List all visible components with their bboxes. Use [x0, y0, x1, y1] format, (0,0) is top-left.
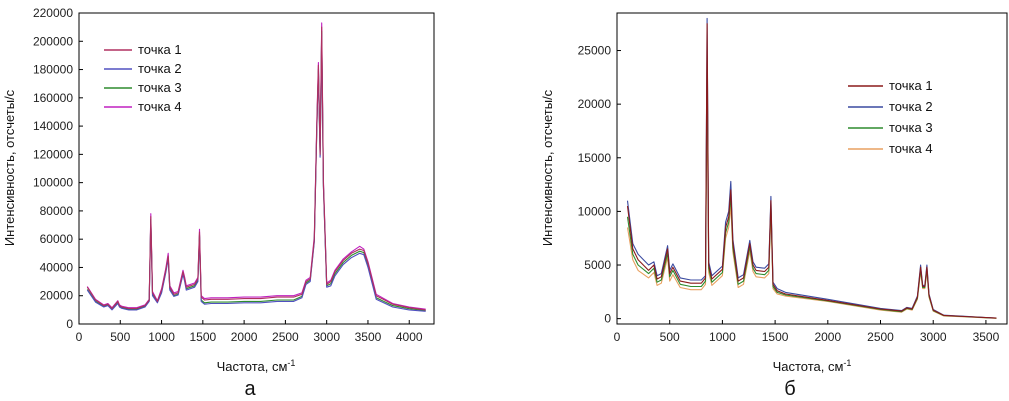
x-tick-label: 3500 [355, 330, 382, 344]
legend-label: точка 2 [889, 99, 933, 114]
y-tick-label: 160000 [33, 91, 73, 105]
y-tick-label: 25000 [578, 44, 612, 58]
x-tick-label: 3000 [313, 330, 340, 344]
x-tick-label: 4000 [396, 330, 423, 344]
x-axis-title-a: Частота, см-1 [217, 358, 296, 374]
series-group-a [86, 22, 426, 312]
legend-label: точка 3 [889, 120, 933, 135]
y-tick-label: 20000 [40, 289, 74, 303]
legend-label: точка 3 [138, 80, 182, 95]
y-tick-label: 80000 [40, 204, 74, 218]
x-axis-a: 0 500 1000 1500 2000 2500 3000 3500 4000 [76, 320, 423, 344]
series-line [626, 23, 997, 319]
x-tick-label: 0 [76, 330, 83, 344]
y-tick-label: 40000 [40, 260, 74, 274]
plot-frame-a [78, 12, 435, 325]
y-axis-title-b: Интенсивность, отсчеты/с [540, 89, 555, 246]
y-tick-label: 10000 [578, 204, 612, 218]
series-line [86, 30, 426, 312]
x-tick-label: 1000 [709, 330, 736, 344]
y-axis-title-a: Интенсивность, отсчеты/с [2, 89, 17, 246]
x-tick-label: 2000 [814, 330, 841, 344]
x-tick-label: 2500 [272, 330, 299, 344]
y-axis-a: 0 20000 40000 60000 80000 100000 120000 140000 1… [33, 6, 83, 331]
y-tick-label: 60000 [40, 232, 74, 246]
x-tick-label: 2000 [231, 330, 258, 344]
y-tick-label: 220000 [33, 6, 73, 20]
y-tick-label: 140000 [33, 119, 73, 133]
series-line [626, 98, 997, 319]
x-tick-label: 0 [614, 330, 621, 344]
y-tick-label: 100000 [33, 176, 73, 190]
legend-label: точка 4 [889, 141, 933, 156]
y-tick-label: 0 [66, 317, 73, 331]
chart-panel-b: 0 500 1000 1500 2000 2500 3000 3500 0 5000 10000 1… [540, 12, 1008, 400]
x-axis-title-b: Частота, см-1 [773, 358, 852, 374]
series-group-b [626, 17, 997, 319]
legend-label: точка 4 [138, 99, 182, 114]
panel-label-a: а [244, 378, 256, 400]
legend-label: точка 1 [138, 42, 182, 57]
x-tick-label: 2500 [867, 330, 894, 344]
x-axis-b: 0 500 1000 1500 2000 2500 3000 3500 [614, 320, 1000, 344]
legend-a: точка 1 точка 2 точка 3 точка 4 [104, 42, 182, 114]
series-line [86, 26, 426, 311]
y-tick-label: 180000 [33, 63, 73, 77]
y-tick-label: 120000 [33, 147, 73, 161]
legend-label: точка 2 [138, 61, 182, 76]
panel-label-b: б [784, 378, 795, 400]
y-tick-label: 200000 [33, 34, 73, 48]
y-tick-label: 20000 [578, 97, 612, 111]
legend-b: точка 1 точка 2 точка 3 точка 4 [848, 78, 933, 156]
y-tick-label: 0 [604, 312, 611, 326]
y-tick-label: 15000 [578, 151, 612, 165]
x-tick-label: 3000 [920, 330, 947, 344]
plot-frame-b [616, 12, 1008, 325]
y-tick-label: 5000 [584, 258, 611, 272]
x-tick-label: 1500 [762, 330, 789, 344]
legend-label: точка 1 [889, 78, 933, 93]
x-tick-label: 500 [660, 330, 680, 344]
y-axis-b: 0 5000 10000 15000 20000 25000 [578, 44, 621, 326]
x-tick-label: 3500 [973, 330, 1000, 344]
chart-panel-a: 0 500 1000 1500 2000 2500 3000 3500 4000 0 20000 4… [2, 6, 435, 400]
x-tick-label: 1500 [189, 330, 216, 344]
x-tick-label: 1000 [148, 330, 175, 344]
series-line [86, 33, 426, 312]
x-tick-label: 500 [110, 330, 130, 344]
series-line [626, 17, 997, 319]
